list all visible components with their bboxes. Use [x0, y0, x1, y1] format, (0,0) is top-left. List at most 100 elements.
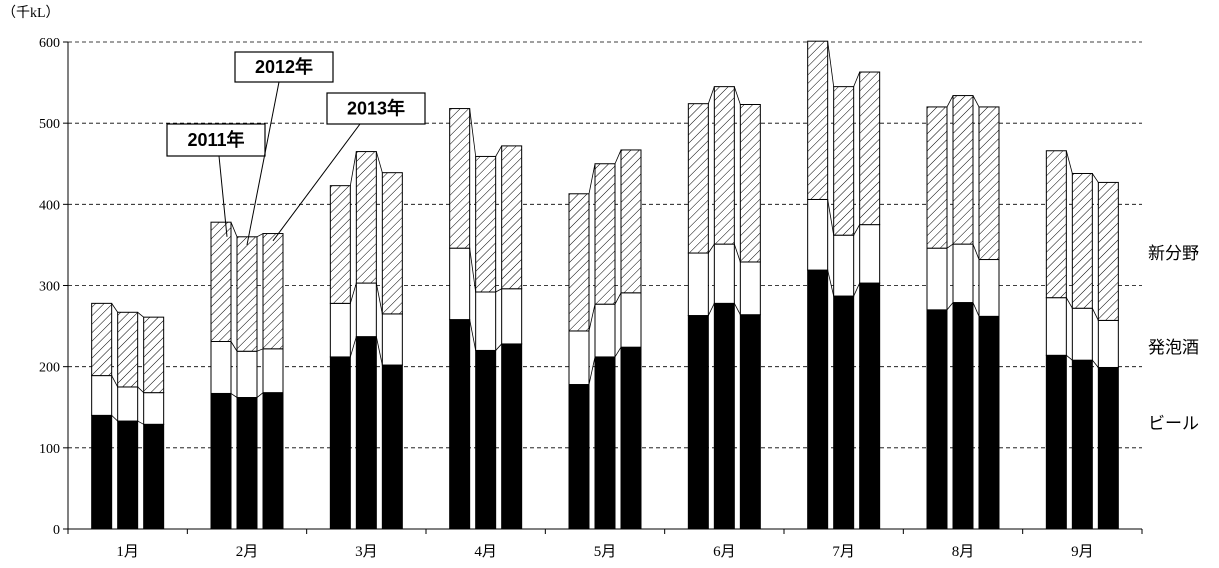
y-tick-label: 200	[39, 361, 60, 376]
bar-connector-line	[972, 302, 980, 317]
y-axis-ticks: 0 100 200 300 400 500 600	[39, 36, 68, 538]
bar-connector-line	[972, 243, 980, 260]
bar-connector-line	[137, 420, 144, 425]
bar-segment	[1045, 297, 1067, 356]
bar-segment	[475, 155, 497, 293]
x-category-label: 6月	[713, 544, 736, 560]
bar-segment	[355, 336, 377, 530]
bar-connector-line	[137, 386, 144, 393]
bar-connector-line	[733, 303, 741, 315]
bar-segment	[1045, 354, 1067, 530]
bar-connector-line	[853, 282, 861, 297]
bar-connector-line	[853, 224, 861, 236]
series-label: ビール	[1148, 414, 1199, 433]
bar-segment	[210, 341, 232, 394]
bar-segment	[91, 375, 113, 416]
bar-connector-line	[349, 282, 357, 304]
bar-connector-line	[111, 415, 118, 422]
bar-connector-line	[256, 392, 264, 398]
bar-segment	[210, 392, 232, 530]
y-tick-label: 100	[39, 442, 60, 457]
bar-segment	[807, 40, 829, 200]
x-category-label: 8月	[952, 544, 975, 560]
bar-connector-line	[707, 86, 715, 104]
bar-connector-line	[946, 95, 954, 108]
bar-segment	[926, 247, 948, 311]
bar-connector-line	[614, 149, 622, 164]
bar-segment	[381, 364, 403, 530]
bar-segment	[449, 247, 471, 321]
bar-connector-line	[827, 199, 835, 236]
bar-segment	[833, 234, 855, 297]
bar-segment	[807, 198, 829, 271]
bar-segment	[833, 295, 855, 530]
bar-connector-line	[375, 282, 383, 314]
bar-segment	[568, 193, 590, 332]
bar-segment	[262, 348, 284, 394]
bar-connector-line	[1091, 308, 1099, 321]
bar-segment	[594, 303, 616, 358]
bar-segment	[143, 316, 165, 394]
bar-segment	[210, 221, 232, 343]
bar-connector-line	[469, 319, 477, 351]
bar-connector-line	[733, 86, 741, 105]
bar-segment	[91, 414, 113, 530]
x-axis: 1月 2月 3月 4月 5月 6月 7月 8月 9月	[67, 42, 1143, 560]
bar-segment	[449, 108, 471, 249]
x-category-label: 1月	[116, 544, 139, 560]
y-tick-label: 600	[39, 36, 60, 51]
x-category-label: 7月	[832, 544, 855, 560]
bar-segment	[739, 261, 761, 316]
bars	[91, 40, 1119, 530]
bar-connector-line	[111, 303, 118, 313]
year-callout-box	[234, 51, 334, 83]
bar-segment	[501, 343, 523, 530]
bar-connector-line	[588, 163, 596, 194]
bar-segment	[117, 311, 139, 388]
x-category-label: 9月	[1071, 544, 1094, 560]
bar-connector-line	[230, 222, 238, 237]
y-tick-label: 0	[53, 523, 60, 538]
x-category-label: 5月	[594, 544, 617, 560]
bar-connector-line	[495, 343, 502, 351]
y-tick-label: 400	[39, 198, 60, 213]
bar-segment	[1097, 181, 1119, 321]
year-callout-box	[326, 92, 426, 125]
bar-segment	[620, 346, 642, 530]
bar-segment	[594, 163, 616, 305]
bar-connector-line	[1092, 173, 1099, 183]
x-category-label: 3月	[355, 544, 378, 560]
bar-segment	[978, 259, 1000, 317]
bar-segment	[449, 319, 471, 530]
bar-segment	[329, 185, 351, 304]
year-callout-leader	[272, 123, 361, 242]
bar-connector-line	[946, 302, 954, 311]
x-category-label: 4月	[474, 544, 497, 560]
bar-segment	[687, 103, 709, 254]
bar-connector-line	[972, 95, 980, 108]
bar-segment	[926, 309, 948, 530]
bar-segment	[926, 106, 948, 249]
year-callout-label: 2012年	[255, 56, 313, 77]
bar-connector-line	[349, 151, 357, 186]
bar-segment	[381, 172, 403, 315]
bar-segment	[1071, 307, 1093, 361]
bar-segment	[952, 302, 974, 530]
bar-connector-line	[1065, 297, 1073, 309]
bar-connector-line	[495, 288, 502, 293]
y-axis-unit-label: （千kL）	[2, 5, 60, 21]
bar-connector-line	[708, 243, 715, 254]
bar-connector-line	[111, 375, 119, 388]
bar-segment	[1071, 359, 1093, 530]
bar-segment	[687, 252, 709, 317]
year-callout-label: 2013年	[347, 98, 405, 119]
bar-segment	[594, 356, 616, 530]
bar-segment	[381, 313, 403, 366]
bar-segment	[620, 149, 642, 294]
bar-segment	[475, 291, 497, 351]
bar-segment	[236, 397, 258, 530]
bar-connector-line	[495, 145, 503, 157]
bar-segment	[355, 282, 377, 338]
